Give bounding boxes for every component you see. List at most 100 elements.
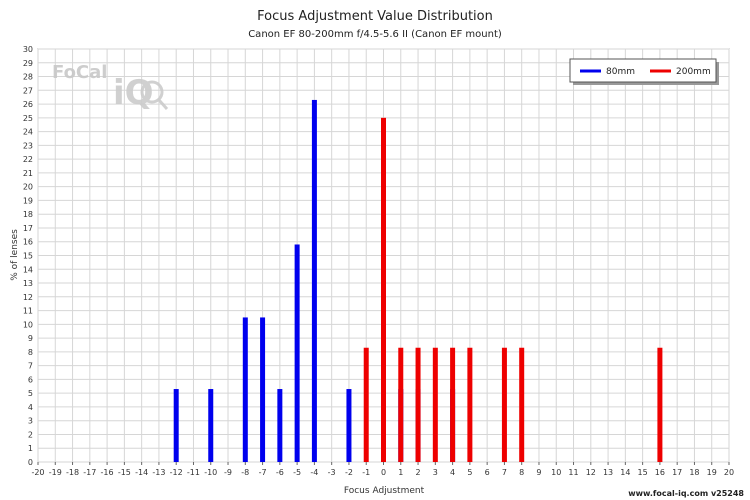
y-tick-label: 20 bbox=[23, 183, 33, 192]
x-tick-label: -9 bbox=[224, 468, 232, 477]
y-tick-label: 27 bbox=[23, 86, 33, 95]
y-tick-label: 12 bbox=[23, 293, 33, 302]
y-tick-label: 3 bbox=[28, 417, 33, 426]
y-tick-labels: 0123456789101112131415161718192021222324… bbox=[23, 45, 33, 467]
x-tick-label: 11 bbox=[568, 468, 578, 477]
bar-200mm-x0 bbox=[381, 117, 386, 462]
bar-80mm-x-6 bbox=[277, 389, 283, 462]
x-tick-label: -14 bbox=[135, 468, 148, 477]
y-tick-label: 0 bbox=[28, 458, 33, 467]
x-tick-labels: -20 -19 -18 -17 -16 -15 -14 -13 -12 -11 -10 -9 -8 -7-… bbox=[31, 462, 734, 477]
x-tick-label: -16 bbox=[101, 468, 114, 477]
logo-text: FoCal bbox=[52, 62, 107, 83]
x-tick-label: 15 bbox=[638, 468, 648, 477]
y-tick-label: 4 bbox=[28, 403, 33, 412]
x-tick-label: -4 bbox=[310, 468, 318, 477]
y-tick-label: 6 bbox=[28, 375, 33, 384]
x-tick-label: 1 bbox=[398, 468, 403, 477]
x-tick-label: 16 bbox=[655, 468, 665, 477]
chart-title: Focus Adjustment Value Distribution bbox=[257, 9, 493, 24]
bar-80mm-x-8 bbox=[242, 317, 248, 462]
x-tick-label: -19 bbox=[49, 468, 62, 477]
x-tick-label: -10 bbox=[204, 468, 217, 477]
watermark-logo: FoCal iQ bbox=[52, 62, 169, 113]
bar-200mm-x7 bbox=[501, 347, 507, 462]
y-tick-label: 2 bbox=[28, 430, 33, 439]
y-tick-label: 16 bbox=[23, 238, 33, 247]
x-tick-label: -18 bbox=[66, 468, 79, 477]
y-tick-label: 21 bbox=[23, 169, 33, 178]
x-tick-label: -17 bbox=[83, 468, 96, 477]
x-tick-label: 19 bbox=[707, 468, 717, 477]
logo-mark: iQ bbox=[113, 73, 154, 113]
x-tick-label: -12 bbox=[170, 468, 183, 477]
y-tick-label: 25 bbox=[23, 114, 33, 123]
legend-box bbox=[569, 58, 717, 83]
y-tick-label: 13 bbox=[23, 279, 33, 288]
bar-80mm-x-7 bbox=[260, 317, 266, 462]
y-tick-label: 22 bbox=[23, 155, 33, 164]
x-tick-label: -2 bbox=[345, 468, 353, 477]
x-tick-label: 6 bbox=[485, 468, 490, 477]
y-tick-label: 18 bbox=[23, 210, 33, 219]
bar-80mm-x-2 bbox=[346, 389, 352, 462]
y-tick-label: 29 bbox=[23, 59, 33, 68]
x-tick-label: 2 bbox=[416, 468, 421, 477]
y-tick-label: 15 bbox=[23, 252, 33, 261]
y-axis-title: % of lenses bbox=[10, 229, 20, 281]
y-tick-label: 1 bbox=[28, 444, 33, 453]
x-tick-label: 12 bbox=[586, 468, 596, 477]
y-tick-label: 14 bbox=[23, 265, 33, 274]
x-tick-label: -7 bbox=[259, 468, 267, 477]
x-tick-label: -20 bbox=[31, 468, 44, 477]
x-tick-label: -13 bbox=[152, 468, 165, 477]
y-tick-label: 17 bbox=[23, 224, 33, 233]
bar-80mm-x-12 bbox=[173, 389, 179, 462]
x-tick-label: 14 bbox=[620, 468, 630, 477]
x-tick-label: -1 bbox=[362, 468, 370, 477]
y-tick-label: 11 bbox=[23, 307, 33, 316]
bar-200mm-x1 bbox=[398, 347, 404, 462]
x-axis-title: Focus Adjustment bbox=[344, 486, 425, 496]
x-tick-label: -11 bbox=[187, 468, 200, 477]
x-tick-label: 5 bbox=[467, 468, 472, 477]
y-tick-label: 10 bbox=[23, 320, 33, 329]
y-tick-label: 19 bbox=[23, 196, 33, 205]
bar-200mm-x3 bbox=[432, 347, 438, 462]
y-tick-label: 9 bbox=[28, 334, 33, 343]
x-tick-label: 10 bbox=[551, 468, 561, 477]
footer-credit: www.focal-iq.com v25248 bbox=[628, 489, 744, 498]
y-tick-label: 23 bbox=[23, 141, 33, 150]
x-tick-label: -5 bbox=[293, 468, 301, 477]
x-tick-label: -3 bbox=[328, 468, 336, 477]
bar-200mm-x4 bbox=[450, 347, 456, 462]
magnifier-handle-icon bbox=[157, 99, 169, 110]
x-tick-label: 4 bbox=[450, 468, 455, 477]
x-tick-label: 9 bbox=[536, 468, 541, 477]
x-tick-label: 13 bbox=[603, 468, 613, 477]
y-tick-label: 7 bbox=[28, 362, 33, 371]
magnifier-icon bbox=[140, 80, 164, 104]
bar-80mm-x-5 bbox=[294, 244, 300, 462]
x-tick-label: 0 bbox=[381, 468, 386, 477]
x-tick-label: 17 bbox=[672, 468, 682, 477]
y-tick-label: 5 bbox=[28, 389, 33, 398]
legend-label-200mm: 200mm bbox=[676, 67, 711, 77]
y-tick-label: 8 bbox=[28, 348, 33, 357]
bar-200mm-x-1 bbox=[363, 347, 369, 462]
y-tick-label: 26 bbox=[23, 100, 33, 109]
y-tick-label: 24 bbox=[23, 128, 33, 137]
y-tick-label: 28 bbox=[23, 73, 33, 82]
bars bbox=[173, 99, 663, 462]
x-tick-label: -6 bbox=[276, 468, 284, 477]
y-tick-label: 30 bbox=[23, 45, 33, 54]
x-tick-label: 20 bbox=[724, 468, 734, 477]
bar-200mm-x8 bbox=[519, 347, 525, 462]
bar-200mm-x16 bbox=[657, 347, 663, 462]
x-tick-label: 18 bbox=[689, 468, 699, 477]
x-tick-label: 8 bbox=[519, 468, 524, 477]
bar-200mm-x5 bbox=[467, 347, 473, 462]
bar-80mm-x-10 bbox=[208, 389, 214, 462]
x-tick-label: 7 bbox=[502, 468, 507, 477]
